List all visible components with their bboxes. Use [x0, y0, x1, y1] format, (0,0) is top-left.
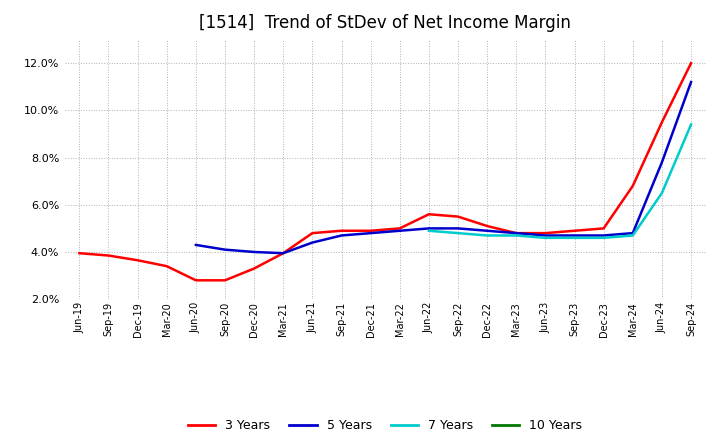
Line: 7 Years: 7 Years: [429, 125, 691, 238]
3 Years: [337, 228, 346, 233]
3 Years: [483, 224, 492, 229]
3 Years: [250, 266, 258, 271]
5 Years: [220, 247, 229, 252]
3 Years: [192, 278, 200, 283]
5 Years: [192, 242, 200, 248]
5 Years: [570, 233, 579, 238]
5 Years: [425, 226, 433, 231]
7 Years: [483, 233, 492, 238]
5 Years: [512, 231, 521, 236]
5 Years: [395, 228, 404, 233]
5 Years: [250, 249, 258, 255]
5 Years: [541, 233, 550, 238]
Title: [1514]  Trend of StDev of Net Income Margin: [1514] Trend of StDev of Net Income Marg…: [199, 15, 571, 33]
5 Years: [308, 240, 317, 245]
5 Years: [366, 231, 375, 236]
3 Years: [599, 226, 608, 231]
3 Years: [220, 278, 229, 283]
3 Years: [687, 61, 696, 66]
5 Years: [483, 228, 492, 233]
3 Years: [308, 231, 317, 236]
7 Years: [454, 231, 462, 236]
5 Years: [687, 80, 696, 85]
3 Years: [366, 228, 375, 233]
3 Years: [395, 226, 404, 231]
7 Years: [657, 191, 666, 196]
3 Years: [425, 212, 433, 217]
3 Years: [279, 250, 287, 256]
3 Years: [133, 258, 142, 263]
3 Years: [512, 231, 521, 236]
7 Years: [599, 235, 608, 241]
7 Years: [570, 235, 579, 241]
Line: 5 Years: 5 Years: [196, 82, 691, 253]
7 Years: [687, 122, 696, 127]
3 Years: [163, 264, 171, 269]
Legend: 3 Years, 5 Years, 7 Years, 10 Years: 3 Years, 5 Years, 7 Years, 10 Years: [183, 414, 588, 437]
7 Years: [512, 233, 521, 238]
5 Years: [657, 160, 666, 165]
3 Years: [629, 183, 637, 189]
7 Years: [425, 228, 433, 233]
5 Years: [629, 231, 637, 236]
3 Years: [541, 231, 550, 236]
7 Years: [541, 235, 550, 241]
3 Years: [104, 253, 113, 258]
3 Years: [454, 214, 462, 219]
3 Years: [570, 228, 579, 233]
7 Years: [629, 233, 637, 238]
5 Years: [454, 226, 462, 231]
5 Years: [279, 250, 287, 256]
5 Years: [337, 233, 346, 238]
Line: 3 Years: 3 Years: [79, 63, 691, 280]
5 Years: [599, 233, 608, 238]
3 Years: [657, 120, 666, 125]
3 Years: [75, 250, 84, 256]
